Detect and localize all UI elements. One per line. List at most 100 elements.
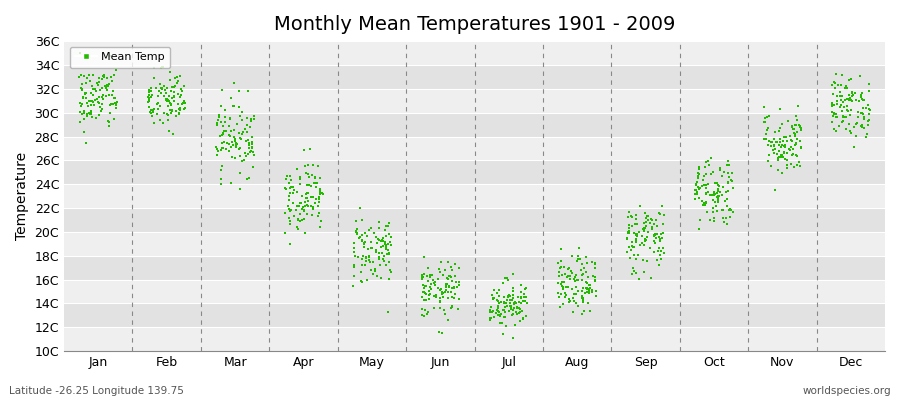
Point <box>379 246 393 252</box>
Point <box>786 146 800 153</box>
Point <box>575 276 590 283</box>
Point <box>494 311 508 317</box>
Point <box>716 219 731 226</box>
Point <box>372 256 386 262</box>
Point <box>640 258 654 265</box>
Point <box>100 87 114 93</box>
Point <box>632 229 646 235</box>
Point <box>582 288 597 294</box>
Point <box>155 64 169 70</box>
Point <box>382 230 396 237</box>
Point <box>233 113 248 120</box>
Point <box>761 152 776 158</box>
Point <box>723 214 737 220</box>
Point <box>355 232 369 238</box>
Point <box>716 215 730 222</box>
Point <box>843 130 858 137</box>
Point <box>217 128 231 134</box>
Point <box>862 88 877 94</box>
Point <box>844 90 859 96</box>
Point <box>238 126 252 132</box>
Point <box>507 301 521 307</box>
Point <box>219 128 233 134</box>
Point <box>506 307 520 313</box>
Point <box>760 114 774 120</box>
Point <box>440 281 454 288</box>
Point <box>767 143 781 149</box>
Point <box>423 291 437 298</box>
Point <box>840 106 854 113</box>
Point <box>434 286 448 292</box>
Point <box>143 109 157 116</box>
Point <box>700 189 715 195</box>
Point <box>833 93 848 99</box>
Point <box>417 289 431 296</box>
Point <box>96 96 111 102</box>
Point <box>173 73 187 79</box>
Point <box>626 268 641 274</box>
Point <box>569 272 583 278</box>
Point <box>567 291 581 297</box>
Point <box>419 291 434 298</box>
Point <box>639 223 653 229</box>
Point <box>629 270 643 276</box>
Point <box>775 142 789 148</box>
Point <box>99 85 113 91</box>
Point <box>234 136 248 142</box>
Point <box>563 273 578 279</box>
Point <box>839 114 853 120</box>
Point <box>356 262 370 268</box>
Point <box>652 252 667 258</box>
Point <box>841 107 855 114</box>
Point <box>232 135 247 141</box>
Point <box>158 87 173 93</box>
Point <box>308 174 322 181</box>
Point <box>688 191 703 197</box>
Point <box>649 217 663 224</box>
Point <box>827 110 842 116</box>
Point <box>861 80 876 87</box>
Point <box>282 180 296 186</box>
Point <box>299 191 313 197</box>
Point <box>79 113 94 120</box>
Point <box>630 233 644 240</box>
Point <box>770 139 784 146</box>
Point <box>629 216 643 222</box>
Point <box>376 238 391 244</box>
Point <box>176 88 190 94</box>
Point <box>647 232 662 239</box>
Point <box>210 152 224 158</box>
Point <box>779 162 794 168</box>
Point <box>842 128 857 134</box>
Point <box>857 125 871 131</box>
Point <box>787 130 801 136</box>
Point <box>432 304 446 311</box>
Point <box>444 289 458 295</box>
Point <box>142 87 157 93</box>
Point <box>833 104 848 110</box>
Point <box>589 288 603 294</box>
Point <box>562 299 577 305</box>
Point <box>778 144 793 150</box>
Point <box>639 236 653 243</box>
Point <box>834 107 849 114</box>
Point <box>91 99 105 106</box>
Point <box>831 82 845 88</box>
Point <box>218 119 232 125</box>
Point <box>145 113 159 120</box>
Point <box>696 202 710 208</box>
Point <box>421 292 436 298</box>
Point <box>699 189 714 196</box>
Point <box>350 229 365 236</box>
Point <box>712 192 726 199</box>
Point <box>766 147 780 154</box>
Point <box>845 89 859 96</box>
Point <box>92 100 106 106</box>
Point <box>691 226 706 232</box>
Point <box>436 289 450 296</box>
Bar <box>64 327 885 351</box>
Point <box>419 291 434 297</box>
Point <box>691 184 706 190</box>
Point <box>416 274 430 280</box>
Point <box>153 102 167 109</box>
